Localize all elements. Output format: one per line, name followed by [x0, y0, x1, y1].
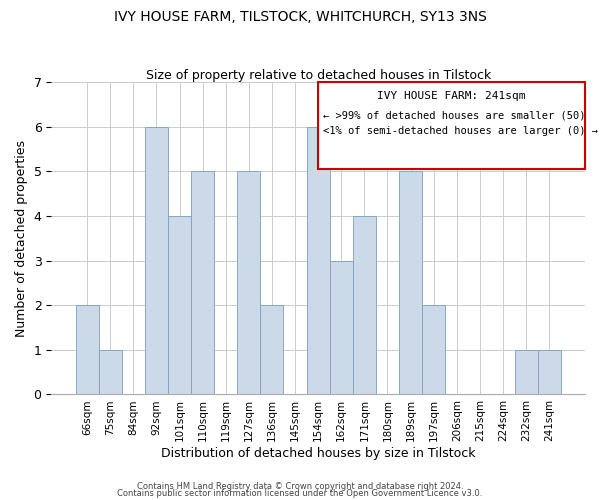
Bar — [260, 305, 283, 394]
X-axis label: Distribution of detached houses by size in Tilstock: Distribution of detached houses by size … — [161, 447, 475, 460]
Bar — [353, 216, 376, 394]
Bar — [329, 260, 353, 394]
Bar — [76, 305, 98, 394]
Bar — [168, 216, 191, 394]
Y-axis label: Number of detached properties: Number of detached properties — [15, 140, 28, 336]
Bar — [98, 350, 122, 395]
Text: Contains HM Land Registry data © Crown copyright and database right 2024.: Contains HM Land Registry data © Crown c… — [137, 482, 463, 491]
Text: <1% of semi-detached houses are larger (0) →: <1% of semi-detached houses are larger (… — [323, 126, 598, 136]
Bar — [515, 350, 538, 395]
Title: Size of property relative to detached houses in Tilstock: Size of property relative to detached ho… — [146, 69, 491, 82]
Bar — [538, 350, 561, 395]
Bar — [422, 305, 445, 394]
Bar — [237, 172, 260, 394]
Bar — [307, 126, 329, 394]
Text: IVY HOUSE FARM, TILSTOCK, WHITCHURCH, SY13 3NS: IVY HOUSE FARM, TILSTOCK, WHITCHURCH, SY… — [113, 10, 487, 24]
Bar — [191, 172, 214, 394]
Text: ← >99% of detached houses are smaller (50): ← >99% of detached houses are smaller (5… — [323, 110, 586, 120]
Bar — [145, 126, 168, 394]
Text: IVY HOUSE FARM: 241sqm: IVY HOUSE FARM: 241sqm — [377, 91, 526, 101]
Bar — [399, 172, 422, 394]
Text: Contains public sector information licensed under the Open Government Licence v3: Contains public sector information licen… — [118, 490, 482, 498]
